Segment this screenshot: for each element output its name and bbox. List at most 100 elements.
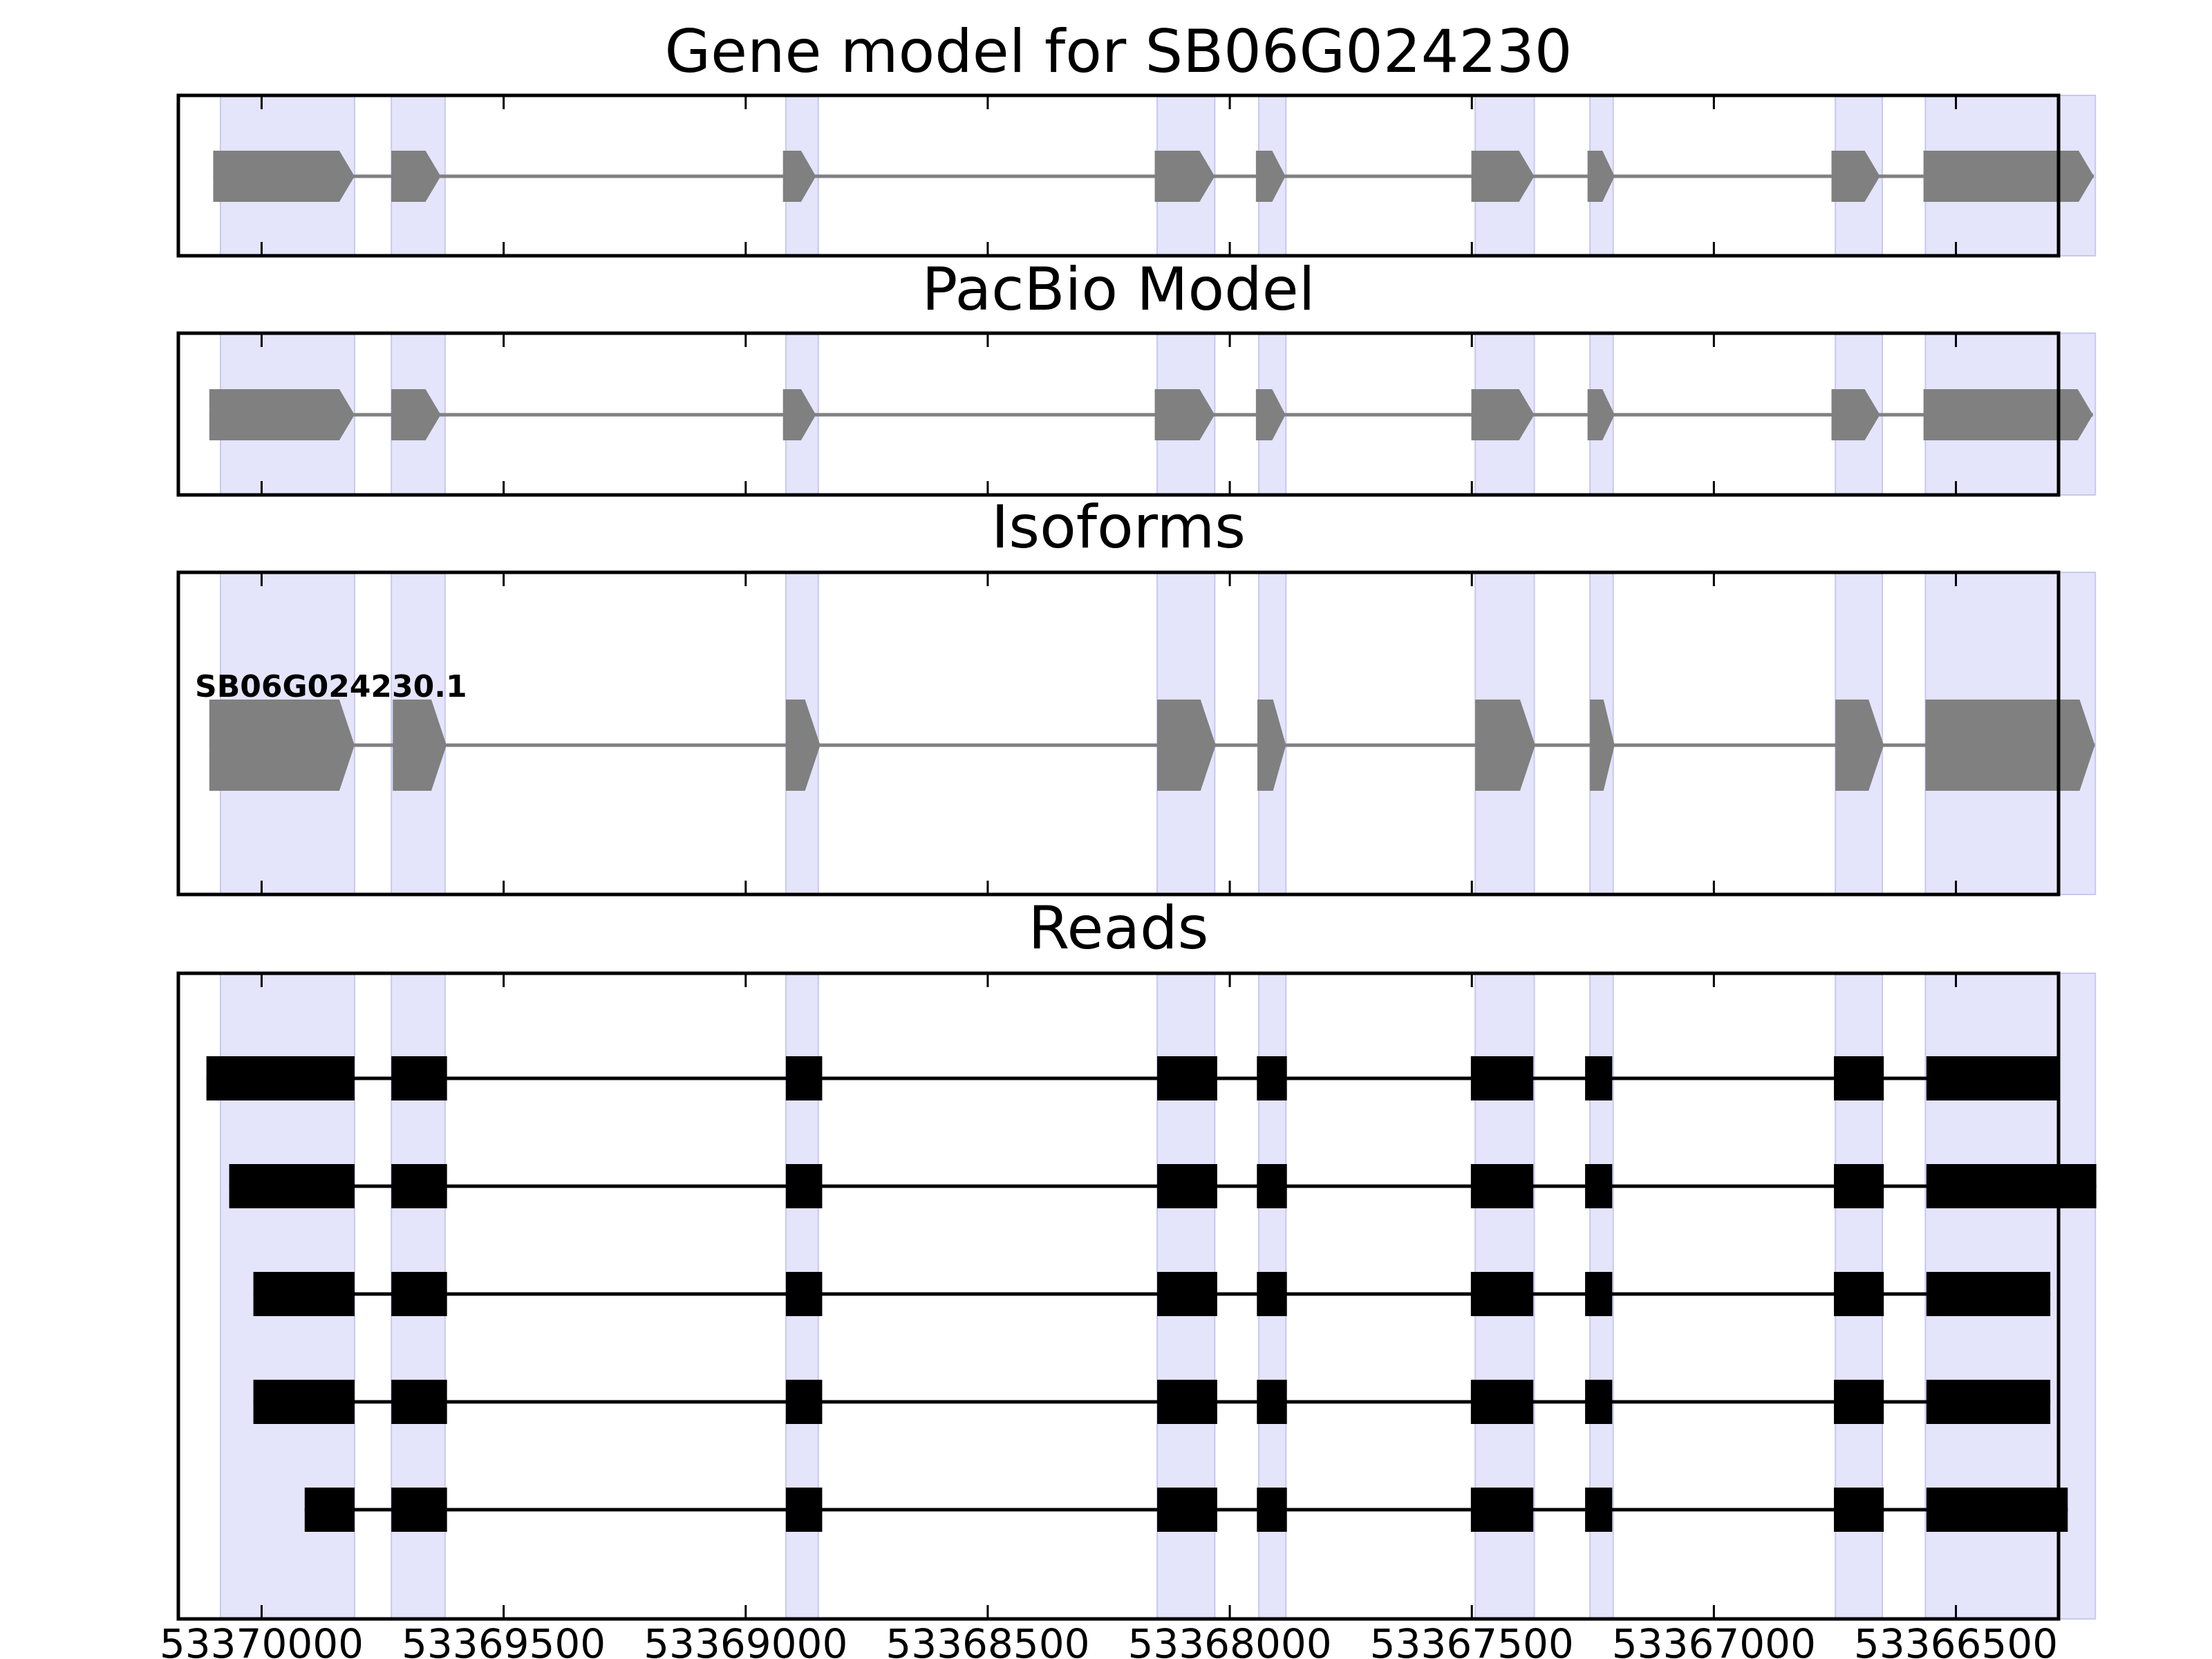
exon-block	[1257, 700, 1286, 791]
exon-block	[1255, 389, 1286, 440]
tick-label: 53369500	[402, 1620, 606, 1659]
read-exon-block	[1926, 1488, 2068, 1532]
read-exon-block	[206, 1056, 355, 1100]
read-exon-block	[1257, 1488, 1287, 1532]
read-exon-block	[1834, 1380, 1884, 1424]
exon-block	[1154, 389, 1215, 440]
exon-block	[1835, 700, 1884, 791]
read-exon-block	[785, 1056, 823, 1100]
exon-block	[1255, 151, 1286, 202]
exon-block	[391, 389, 441, 440]
panel-pacbio-model: PacBio Model	[176, 255, 2097, 497]
x-axis-ticks	[260, 333, 1958, 495]
read-exon-block	[1470, 1272, 1534, 1316]
exon-block	[393, 700, 447, 791]
read-exon-block	[785, 1380, 823, 1424]
isoform-label: SB06G024230.1	[195, 669, 467, 704]
panel-title-isoforms: Isoforms	[991, 493, 1246, 562]
isoforms-track: SB06G024230.1	[195, 669, 2095, 791]
exon-block	[785, 700, 821, 791]
read-exon-block	[1157, 1164, 1217, 1208]
read-exon-block	[1470, 1164, 1534, 1208]
x-axis-ticks	[260, 572, 1958, 894]
read-exon-block	[391, 1488, 447, 1532]
gene-model-track	[213, 151, 2094, 202]
read-exon-block	[1257, 1164, 1287, 1208]
read-exon-block	[1585, 1488, 1613, 1532]
exon-block	[1475, 700, 1535, 791]
exon-block	[1587, 151, 1615, 202]
read-exon-block	[253, 1380, 355, 1424]
read-exon-block	[1470, 1056, 1534, 1100]
panel-frame	[176, 331, 2061, 497]
exon-block	[213, 151, 355, 202]
read-exon-block	[1834, 1488, 1884, 1532]
read-exon-block	[785, 1164, 823, 1208]
read-exon-block	[1834, 1056, 1884, 1100]
read-exon-block	[1157, 1056, 1217, 1100]
x-axis-ticks	[260, 95, 1958, 256]
exon-block	[1831, 389, 1880, 440]
exon-block	[1471, 389, 1535, 440]
panel-reads: Reads	[176, 894, 2097, 1621]
exon-block	[209, 700, 355, 791]
panel-frame	[176, 971, 2061, 1621]
exon-block	[1154, 151, 1215, 202]
x-axis-ticks	[260, 973, 1958, 1619]
tick-label: 53367500	[1370, 1620, 1574, 1659]
exon-block	[1923, 389, 2093, 440]
tick-label: 53366500	[1854, 1620, 2058, 1659]
exon-block	[209, 389, 355, 440]
read-exon-block	[391, 1272, 447, 1316]
tick-label: 53369000	[644, 1620, 847, 1659]
read-exon-block	[1585, 1164, 1613, 1208]
exon-block	[1587, 389, 1615, 440]
exon-block	[1831, 151, 1880, 202]
read-exon-block	[391, 1380, 447, 1424]
read-exon-block	[391, 1164, 447, 1208]
read-exon-block	[1926, 1056, 2057, 1100]
read-exon-block	[1926, 1272, 2051, 1316]
exon-block	[782, 389, 816, 440]
read-exon-block	[1834, 1164, 1884, 1208]
read-exon-block	[1257, 1056, 1287, 1100]
read-exon-block	[1257, 1380, 1287, 1424]
exon-block	[1923, 151, 2094, 202]
panel-title-reads: Reads	[1029, 894, 1209, 963]
tick-label: 53368000	[1127, 1620, 1331, 1659]
read-exon-block	[253, 1272, 355, 1316]
read-exon-block	[785, 1488, 823, 1532]
read-exon-block	[1470, 1488, 1534, 1532]
reads-track	[206, 1056, 2097, 1532]
read-exon-block	[1157, 1488, 1217, 1532]
read-exon-block	[304, 1488, 355, 1532]
read-exon-block	[391, 1056, 447, 1100]
exon-block	[1157, 700, 1216, 791]
panel-isoforms: Isoforms SB06G024230.1	[176, 493, 2097, 897]
read-exon-block	[1926, 1164, 2097, 1208]
tick-label: 53370000	[160, 1620, 364, 1659]
exon-block	[1471, 151, 1535, 202]
read-exon-block	[1257, 1272, 1287, 1316]
read-exon-block	[229, 1164, 355, 1208]
exon-block	[1590, 700, 1615, 791]
tick-label: 53367000	[1612, 1620, 1816, 1659]
read-exon-block	[1157, 1272, 1217, 1316]
panel-title-gene-model: Gene model for SB06G024230	[665, 17, 1573, 86]
exon-block	[391, 151, 441, 202]
read-exon-block	[1585, 1272, 1613, 1316]
exon-block	[782, 151, 816, 202]
panel-title-pacbio-model: PacBio Model	[921, 255, 1315, 324]
read-exon-block	[1585, 1056, 1613, 1100]
panel-gene-model: Gene model for SB06G024230	[176, 17, 2097, 258]
read-exon-block	[1926, 1380, 2051, 1424]
tick-label: 53368500	[885, 1620, 1089, 1659]
read-exon-block	[1157, 1380, 1217, 1424]
read-exon-block	[785, 1272, 823, 1316]
read-exon-block	[1585, 1380, 1613, 1424]
x-axis-tick-labels: 53370000 53369500 53369000 53368500 53368000…	[160, 1620, 2058, 1659]
exon-block	[1925, 700, 2095, 791]
read-exon-block	[1470, 1380, 1534, 1424]
pacbio-model-track	[209, 389, 2093, 440]
